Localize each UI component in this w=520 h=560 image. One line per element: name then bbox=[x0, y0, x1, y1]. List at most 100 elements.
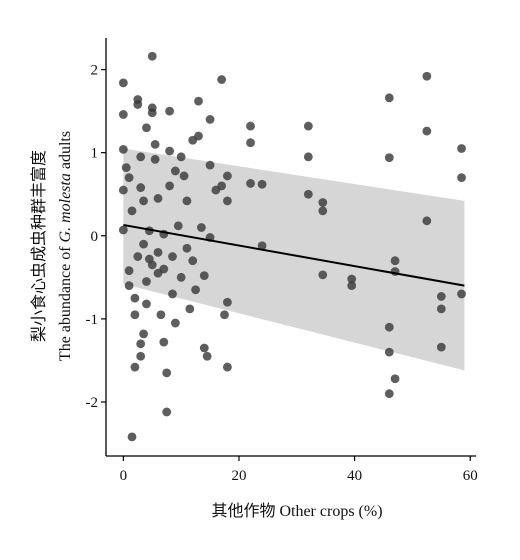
y-axis-label-prefix: The abundance of bbox=[57, 242, 74, 361]
data-point bbox=[162, 368, 172, 378]
y-tick-label: 2 bbox=[91, 63, 99, 79]
regression-line bbox=[123, 223, 465, 287]
data-point bbox=[384, 153, 394, 163]
data-point bbox=[127, 432, 137, 442]
data-point bbox=[188, 256, 198, 266]
data-point bbox=[185, 304, 195, 314]
x-tick-label: 40 bbox=[347, 468, 362, 484]
data-point bbox=[303, 152, 313, 162]
data-point bbox=[318, 270, 328, 280]
regression-line-layer bbox=[123, 223, 465, 287]
x-tick-label: 0 bbox=[120, 468, 128, 484]
data-point bbox=[136, 339, 146, 349]
data-point bbox=[124, 266, 134, 276]
data-point bbox=[176, 272, 186, 282]
data-point bbox=[150, 154, 160, 164]
data-point bbox=[130, 310, 140, 320]
data-point bbox=[217, 75, 227, 84]
data-point bbox=[457, 144, 466, 153]
data-point bbox=[165, 146, 174, 156]
data-point bbox=[173, 221, 183, 231]
data-point bbox=[176, 152, 186, 162]
data-point bbox=[199, 343, 209, 353]
data-point bbox=[194, 131, 203, 141]
data-point bbox=[124, 173, 134, 183]
data-point bbox=[147, 260, 157, 270]
data-point bbox=[347, 281, 357, 291]
data-point bbox=[303, 189, 313, 199]
y-tick-label: 1 bbox=[91, 146, 99, 162]
y-tick-label: 0 bbox=[91, 229, 99, 245]
data-point bbox=[130, 362, 140, 372]
confidence-band-layer bbox=[123, 148, 465, 371]
data-point bbox=[347, 274, 357, 284]
data-point bbox=[170, 318, 180, 328]
data-point bbox=[130, 293, 140, 303]
data-point bbox=[168, 252, 177, 261]
x-tick-label: 60 bbox=[463, 468, 478, 484]
data-point bbox=[384, 347, 394, 357]
y-tick-label: -2 bbox=[86, 395, 99, 411]
data-point bbox=[142, 123, 151, 133]
data-point bbox=[384, 389, 394, 399]
y-tick-label: -1 bbox=[86, 312, 99, 328]
data-point bbox=[121, 163, 131, 173]
data-point bbox=[422, 126, 432, 136]
data-point bbox=[196, 223, 206, 232]
data-point bbox=[384, 322, 394, 332]
data-point bbox=[257, 179, 267, 189]
data-point bbox=[139, 329, 148, 339]
y-axis-label-suffix: adults bbox=[57, 131, 74, 173]
data-point bbox=[246, 179, 255, 188]
data-point bbox=[436, 292, 446, 301]
data-point bbox=[118, 225, 128, 235]
data-point bbox=[153, 248, 163, 257]
data-point bbox=[127, 206, 137, 216]
data-point bbox=[223, 362, 232, 372]
data-point bbox=[142, 299, 151, 309]
data-point bbox=[124, 281, 134, 291]
data-point bbox=[156, 310, 166, 320]
data-point bbox=[162, 407, 172, 417]
data-point bbox=[153, 193, 163, 203]
y-axis-label-english: The abundance of G. molesta adults bbox=[57, 131, 74, 361]
data-point bbox=[223, 297, 232, 307]
axes bbox=[105, 38, 476, 457]
data-point bbox=[422, 216, 432, 226]
data-point bbox=[118, 110, 128, 119]
x-tick-label: 20 bbox=[231, 468, 246, 484]
data-point bbox=[159, 264, 169, 274]
data-point bbox=[205, 115, 215, 124]
data-point bbox=[133, 100, 143, 109]
data-point bbox=[318, 206, 328, 216]
points-layer bbox=[118, 51, 466, 442]
data-point bbox=[422, 71, 432, 81]
data-point bbox=[118, 144, 128, 154]
data-point bbox=[217, 181, 227, 191]
data-point bbox=[390, 374, 400, 384]
data-point bbox=[194, 96, 203, 106]
data-point bbox=[257, 241, 267, 251]
data-point bbox=[136, 183, 146, 192]
data-point bbox=[202, 351, 212, 361]
ticks-layer: 0 20 40 60 -2 -1 0 1 2 bbox=[86, 63, 478, 484]
data-point bbox=[136, 152, 146, 162]
data-point bbox=[390, 256, 400, 266]
data-point bbox=[150, 139, 160, 149]
y-axis-label-chinese: 梨小食心虫成虫种群丰富度 bbox=[30, 150, 48, 342]
data-point bbox=[384, 93, 394, 103]
data-point bbox=[182, 196, 192, 206]
data-point bbox=[457, 173, 466, 183]
data-point bbox=[165, 181, 174, 191]
data-point bbox=[223, 196, 232, 206]
data-point bbox=[165, 106, 174, 116]
data-point bbox=[457, 289, 466, 299]
data-point bbox=[303, 121, 313, 131]
data-point bbox=[246, 138, 255, 148]
data-point bbox=[168, 289, 177, 299]
data-point bbox=[147, 51, 157, 61]
data-point bbox=[182, 243, 192, 253]
data-point bbox=[170, 166, 180, 176]
data-point bbox=[159, 337, 169, 347]
